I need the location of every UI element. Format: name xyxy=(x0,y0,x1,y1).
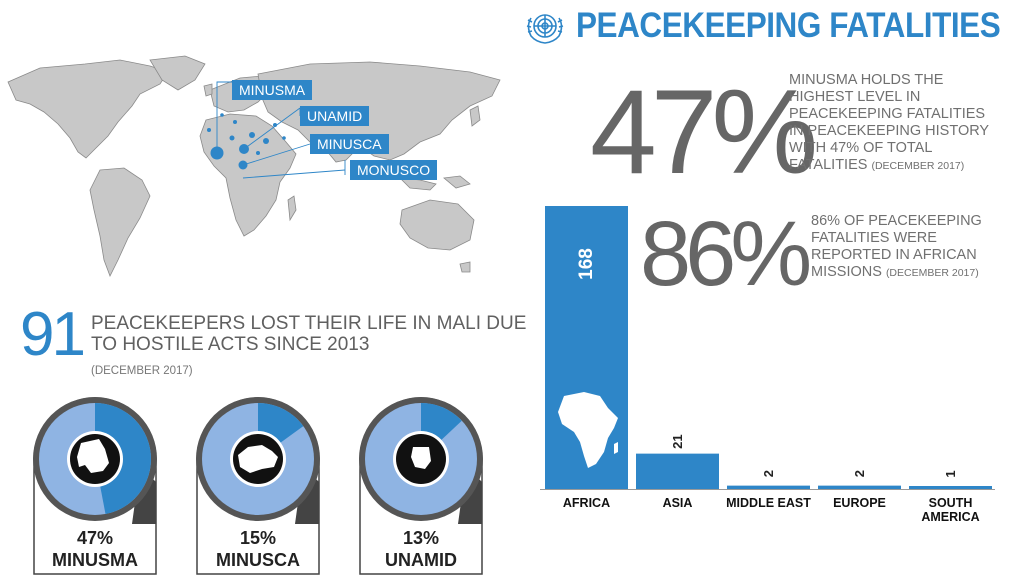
donut-chart-minusma xyxy=(33,397,157,575)
minusma-share-description: MINUSMA HOLDS THE HIGHEST LEVEL IN PEACE… xyxy=(789,72,989,173)
bar-asia xyxy=(636,453,719,489)
minusma-share-text: MINUSMA HOLDS THE HIGHEST LEVEL IN PEACE… xyxy=(789,72,999,175)
africa-silhouette-icon xyxy=(558,392,618,468)
donut-name-minusma: MINUSMA xyxy=(52,550,138,570)
category-label: AMERICA xyxy=(921,510,979,524)
page-title: PEACEKEEPING FATALITIES xyxy=(576,6,1001,45)
category-label: ASIA xyxy=(663,496,693,510)
mali-fatalities-date: (DECEMBER 2017) xyxy=(91,365,193,377)
donut-pct-minusma: 47% xyxy=(76,528,114,548)
south-america-shape xyxy=(89,167,151,277)
bar-middle-east xyxy=(727,485,810,489)
car-silhouette-icon xyxy=(238,445,278,473)
bar-europe xyxy=(818,485,901,489)
bar-south-america xyxy=(909,486,992,489)
donut-card-minusca: 15% MINUSCA xyxy=(195,396,321,586)
africa-share-date: (DECEMBER 2017) xyxy=(885,267,979,279)
bar-value-label: 21 xyxy=(670,434,685,448)
donut-card-unamid: 13% UNAMID xyxy=(358,396,484,586)
un-emblem-icon xyxy=(526,14,564,44)
minusma-share-value: 47% xyxy=(590,65,818,199)
category-label: SOUTH xyxy=(929,496,973,510)
bar-value-label: 2 xyxy=(852,470,867,477)
mali-fatalities-value: 91 xyxy=(20,300,86,369)
africa-shape xyxy=(199,113,297,237)
donut-chart-unamid xyxy=(359,397,483,575)
category-label: MIDDLE EAST xyxy=(726,496,811,510)
donut-chart-minusca xyxy=(196,397,320,575)
darfur-silhouette-icon xyxy=(411,447,431,469)
north-america-shape xyxy=(7,59,169,159)
greenland-shape xyxy=(149,55,206,91)
donut-name-unamid: UNAMID xyxy=(385,550,457,570)
minusma-share-date: (DECEMBER 2017) xyxy=(871,160,965,172)
map-label-monusco: MONUSCO xyxy=(350,160,438,180)
donut-card-minusma: 47% MINUSMA xyxy=(32,396,158,586)
africa-share-text: 86% OF PEACEKEEPING FATALITIES WERE REPO… xyxy=(811,213,1001,282)
fatalities-by-region-chart: 168 AFRICA 21 ASIA 2 MIDDLE EAST 2 EUROPE 1 SOUTH… xyxy=(540,206,995,524)
map-label-unamid: UNAMID xyxy=(300,106,370,126)
africa-share-value: 86% xyxy=(640,203,812,305)
madagascar-shape xyxy=(614,442,618,454)
header: PEACEKEEPING FATALITIES xyxy=(522,4,1024,48)
mali-silhouette-icon xyxy=(77,439,109,473)
australia-shape xyxy=(399,199,475,251)
map-label-minusma: MINUSMA xyxy=(232,80,313,100)
bar-value-label: 1 xyxy=(943,470,958,477)
map-label-minusca: MINUSCA xyxy=(310,134,389,154)
donut-name-minusca: MINUSCA xyxy=(216,550,300,570)
donut-pct-minusca: 15% xyxy=(239,528,277,548)
donut-pct-unamid: 13% xyxy=(402,528,440,548)
africa-share-description: 86% OF PEACEKEEPING FATALITIES WERE REPO… xyxy=(811,213,982,280)
bar-value-label: 168 xyxy=(576,248,597,280)
category-label: AFRICA xyxy=(563,496,610,510)
mali-fatalities-text: PEACEKEEPERS LOST THEIR LIFE IN MALI DUE… xyxy=(91,313,527,355)
bar-value-label: 2 xyxy=(761,470,776,477)
category-label: EUROPE xyxy=(833,496,886,510)
